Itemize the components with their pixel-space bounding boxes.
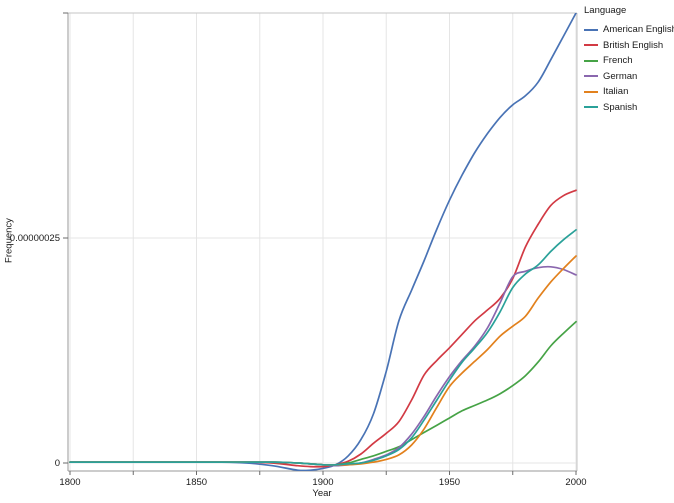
svg-text:1850: 1850: [186, 477, 207, 488]
legend-label: German: [603, 70, 638, 82]
svg-text:0: 0: [55, 458, 60, 469]
legend-title: Language: [584, 5, 627, 16]
legend-swatch-british-english: [584, 44, 598, 47]
legend-label: French: [603, 55, 633, 67]
y-axis-title: Frequency: [3, 218, 15, 263]
legend-item: Spanish: [584, 100, 674, 116]
legend-label: Italian: [603, 86, 629, 98]
legend-item: American English: [584, 22, 674, 38]
legend-swatch-spanish: [584, 106, 598, 109]
svg-text:0.00000025: 0.00000025: [10, 233, 60, 244]
svg-text:1900: 1900: [312, 477, 333, 488]
legend-swatch-italian: [584, 90, 598, 93]
legend-item: German: [584, 69, 674, 85]
legend-label: Spanish: [603, 101, 638, 113]
legend-item: French: [584, 53, 674, 69]
legend-label: British English: [603, 39, 664, 51]
legend-swatch-american-english: [584, 28, 598, 31]
legend-swatch-french: [584, 59, 598, 62]
legend-item: Italian: [584, 84, 674, 100]
svg-text:2000: 2000: [565, 477, 586, 488]
legend-label: American English: [603, 24, 674, 36]
legend: Language American English British Englis…: [584, 5, 674, 115]
svg-text:1950: 1950: [439, 477, 460, 488]
legend-swatch-german: [584, 75, 598, 78]
legend-item: British English: [584, 38, 674, 54]
svg-text:1800: 1800: [59, 477, 80, 488]
x-axis-title: Year: [312, 488, 332, 499]
